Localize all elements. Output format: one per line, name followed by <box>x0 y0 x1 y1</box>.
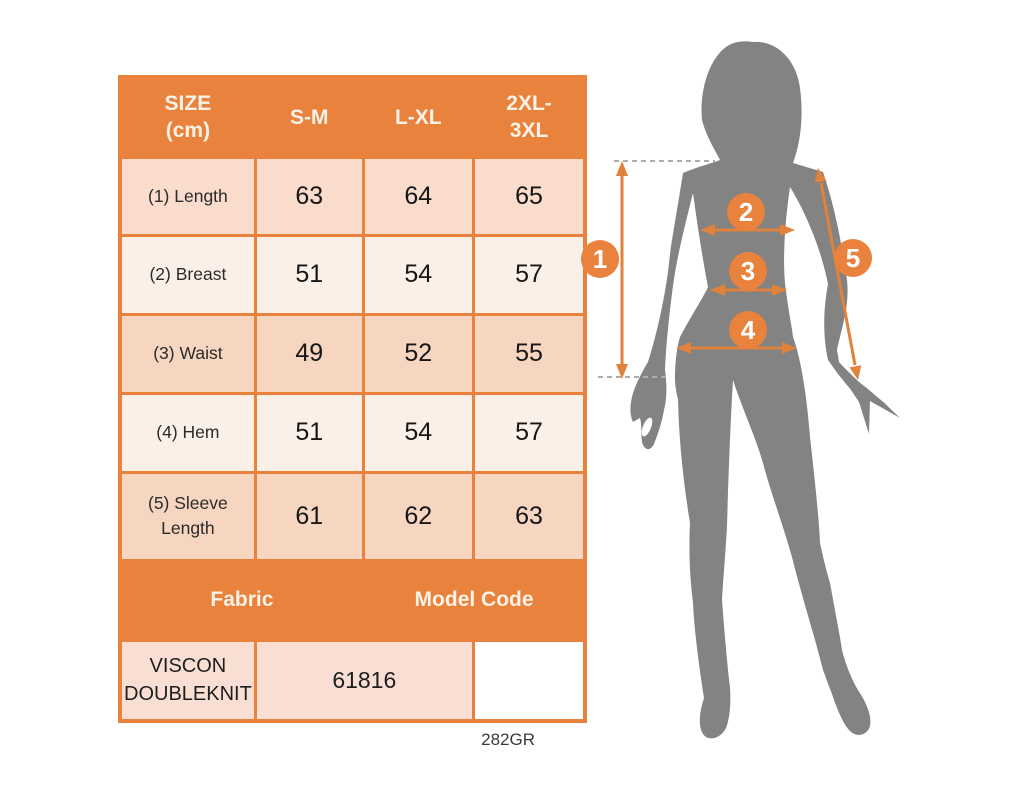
col-header-size: SIZE (cm) <box>118 75 257 159</box>
sleeve-lxl: 62 <box>361 470 475 562</box>
hem-2xl3xl: 57 <box>471 391 587 474</box>
arrow-waist <box>710 284 787 296</box>
measurement-diagram: 1 2 3 4 5 <box>581 41 900 739</box>
model-code-header: Model Code <box>361 558 587 642</box>
table-row-length: (1) Length 63 64 65 <box>118 155 587 237</box>
model-code-value: 61816 <box>253 638 475 723</box>
marker-4: 4 <box>729 311 767 349</box>
table-row-hem: (4) Hem 51 54 57 <box>118 391 587 474</box>
row-label-length: (1) Length <box>118 155 257 237</box>
row-label-sleeve-length: (5) Sleeve Length <box>118 470 257 562</box>
fabric-header: Fabric <box>118 558 365 642</box>
col-header-2xl3xl-label: 2XL-3XL <box>506 91 552 143</box>
col-header-lxl: L-XL <box>361 75 475 159</box>
marker-3: 3 <box>729 252 767 290</box>
row-label-waist: (3) Waist <box>118 312 257 395</box>
waist-2xl3xl: 55 <box>471 312 587 395</box>
hand-gap-detail <box>641 417 653 437</box>
hem-lxl: 54 <box>361 391 475 474</box>
col-header-2xl3xl: 2XL-3XL <box>471 75 587 159</box>
marker-2-number: 2 <box>739 197 753 227</box>
table-row-breast: (2) Breast 51 54 57 <box>118 233 587 316</box>
marker-2: 2 <box>727 193 765 231</box>
waist-lxl: 52 <box>361 312 475 395</box>
marker-5: 5 <box>834 239 872 277</box>
marker-3-number: 3 <box>741 256 755 286</box>
arrow-hem <box>676 342 797 354</box>
table-row-waist: (3) Waist 49 52 55 <box>118 312 587 395</box>
arrow-sleeve <box>814 168 862 380</box>
size-table: SIZE (cm) S-M L-XL 2XL-3XL (1) Length 63… <box>118 75 588 723</box>
col-header-sm: S-M <box>253 75 365 159</box>
marker-1: 1 <box>581 240 619 278</box>
sleeve-sm: 61 <box>253 470 365 562</box>
marker-4-number: 4 <box>741 315 756 345</box>
size-table-header-row: SIZE (cm) S-M L-XL 2XL-3XL <box>118 75 587 159</box>
sleeve-2xl3xl: 63 <box>471 470 587 562</box>
length-sm: 63 <box>253 155 365 237</box>
info-header-row: Fabric Model Code <box>118 558 587 642</box>
body-silhouette <box>630 41 900 739</box>
breast-2xl3xl: 57 <box>471 233 587 316</box>
row-label-hem: (4) Hem <box>118 391 257 474</box>
fabric-value-text: VISCON DOUBLEKNIT <box>124 655 252 706</box>
row-label-sleeve-length-text: (5) Sleeve Length <box>148 492 228 538</box>
waist-sm: 49 <box>253 312 365 395</box>
table-row-sleeve-length: (5) Sleeve Length 61 62 63 <box>118 470 587 562</box>
info-data-row: VISCON DOUBLEKNIT 61816 <box>118 638 585 723</box>
col-header-size-label: SIZE (cm) <box>164 91 212 143</box>
marker-1-number: 1 <box>593 244 607 274</box>
marker-5-number: 5 <box>846 243 860 273</box>
weight-footnote: 282GR <box>481 730 535 749</box>
arrow-length <box>616 161 628 379</box>
hem-sm: 51 <box>253 391 365 474</box>
row-label-breast: (2) Breast <box>118 233 257 316</box>
length-2xl3xl: 65 <box>471 155 587 237</box>
fabric-value: VISCON DOUBLEKNIT <box>118 638 257 723</box>
breast-lxl: 54 <box>361 233 475 316</box>
breast-sm: 51 <box>253 233 365 316</box>
length-lxl: 64 <box>361 155 475 237</box>
